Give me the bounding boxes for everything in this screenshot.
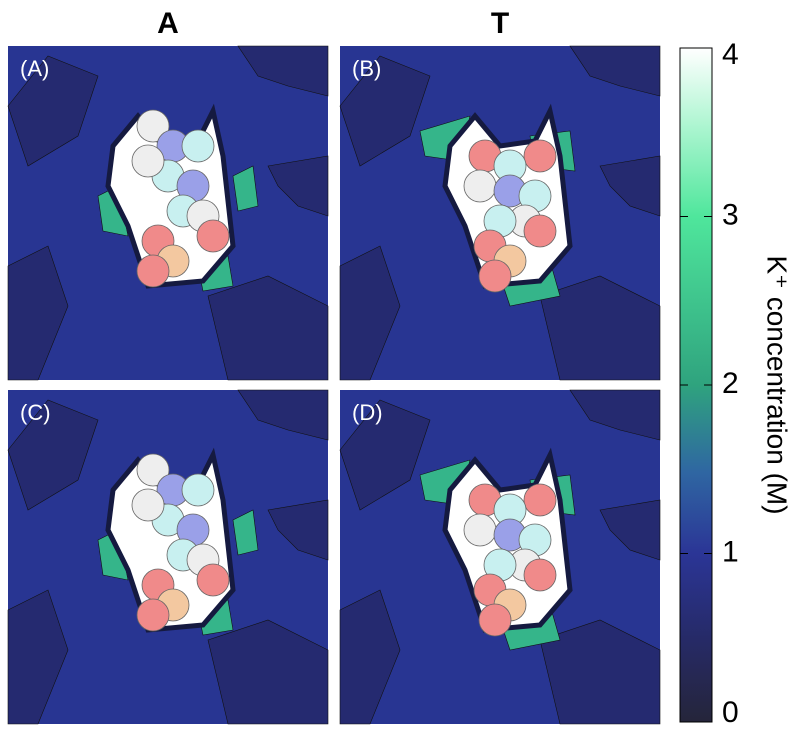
low-region [339, 245, 401, 381]
colorbar-label: K⁺ concentration (M) [762, 255, 793, 514]
low-region [267, 155, 329, 217]
low-region [339, 399, 431, 511]
low-region [7, 55, 99, 167]
colorbar-tick-label: 4 [722, 38, 739, 71]
low-region [207, 619, 329, 725]
atom [181, 473, 215, 507]
atom [478, 603, 512, 637]
low-region [339, 55, 431, 167]
low-region [7, 589, 69, 725]
low-region [7, 245, 69, 381]
atom [196, 563, 230, 597]
low-region [237, 45, 329, 97]
atom [523, 558, 557, 592]
colorbar-tick-label: 3 [722, 198, 739, 231]
atom [463, 513, 497, 547]
panel-label: (C) [20, 400, 51, 425]
low-region [207, 275, 329, 381]
panel-label: (A) [20, 56, 49, 81]
panel-label: (B) [352, 56, 381, 81]
colorbar-tick-label: 0 [722, 696, 739, 729]
low-region [539, 275, 661, 381]
atom [523, 214, 557, 248]
atom [131, 144, 165, 178]
low-region [339, 589, 401, 725]
atom [136, 598, 170, 632]
atom [523, 139, 557, 173]
high-region [232, 509, 259, 556]
low-region [599, 499, 661, 561]
contour-panel: (A) [7, 45, 329, 381]
low-region [599, 155, 661, 217]
contour-panel: (B) [339, 45, 661, 381]
atom [523, 483, 557, 517]
panel-label: (D) [352, 400, 383, 425]
atom [136, 453, 170, 487]
atom [136, 109, 170, 143]
atom [131, 488, 165, 522]
low-region [539, 619, 661, 725]
contour-panel: (C) [7, 389, 329, 725]
low-region [569, 45, 661, 97]
atom [463, 169, 497, 203]
low-region [267, 499, 329, 561]
column-title: A [157, 7, 179, 40]
atom [196, 219, 230, 253]
contour-panel: (D) [339, 389, 661, 725]
low-region [237, 389, 329, 441]
low-region [7, 399, 99, 511]
high-region [232, 165, 259, 212]
atom [136, 254, 170, 288]
atom [181, 129, 215, 163]
colorbar-tick-label: 1 [722, 535, 739, 568]
column-title: T [491, 7, 509, 40]
atom [478, 259, 512, 293]
colorbar-tick-label: 2 [722, 367, 739, 400]
low-region [569, 389, 661, 441]
